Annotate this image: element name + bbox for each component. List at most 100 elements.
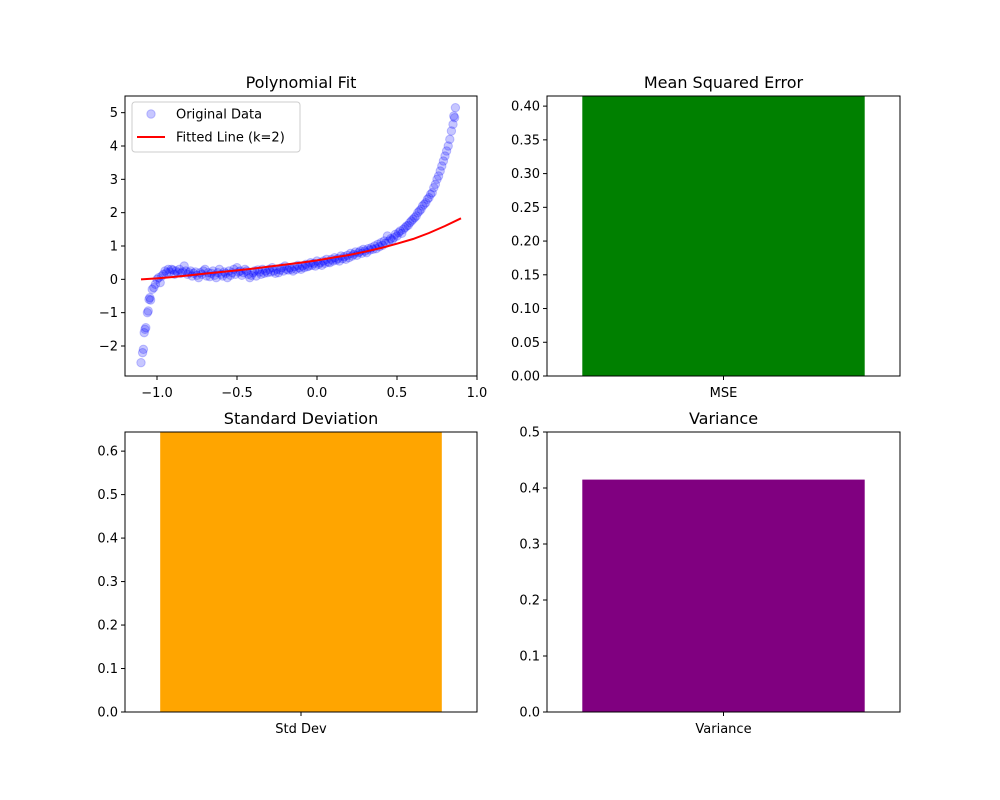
y-tick-label: −1: [99, 306, 118, 321]
data-point: [392, 231, 402, 241]
data-point: [222, 272, 233, 283]
data-point: [382, 231, 393, 241]
std-dev-title: Standard Deviation: [224, 409, 378, 428]
data-point: [139, 327, 149, 338]
data-point: [138, 344, 149, 355]
y-tick-label: 0.6: [97, 445, 118, 460]
data-point: [171, 266, 181, 276]
data-point: [143, 306, 153, 316]
x-tick-label: 0.0: [307, 386, 328, 401]
data-point: [419, 199, 429, 210]
y-tick-label: 0.1: [519, 650, 540, 665]
y-tick-label: 0.2: [519, 594, 540, 609]
data-point: [417, 201, 428, 211]
y-tick-label: 0.5: [97, 488, 118, 503]
data-point: [422, 194, 433, 205]
poly-axes-frame: [124, 95, 478, 377]
data-point: [416, 204, 426, 215]
y-tick-label: 0: [110, 273, 118, 288]
data-point: [256, 269, 266, 280]
data-point: [424, 192, 434, 203]
data-point: [435, 166, 445, 176]
data-point: [259, 268, 269, 279]
data-point: [299, 262, 309, 273]
data-point: [140, 324, 150, 335]
data-point: [141, 322, 151, 333]
data-point: [168, 265, 178, 275]
x-tick-label: −0.5: [221, 386, 253, 401]
data-point: [166, 264, 177, 275]
data-point: [317, 260, 327, 271]
data-point: [425, 189, 436, 200]
std-dev-panel: Standard Deviation 0.0 0.1 0.2 0.3 0.4 0.5 0.6…: [97, 409, 478, 737]
data-point: [450, 102, 461, 113]
data-point: [265, 267, 276, 277]
data-point: [136, 357, 146, 368]
data-point: [160, 266, 170, 276]
y-tick-label: 0.40: [511, 100, 540, 115]
y-tick-label: 0.20: [511, 235, 540, 250]
data-point: [438, 156, 449, 166]
y-tick-label: 0.3: [519, 538, 540, 553]
y-tick-label: 1: [110, 240, 118, 255]
y-tick-label: 0.0: [97, 706, 118, 721]
data-point: [395, 226, 405, 236]
data-point: [145, 292, 155, 303]
variance-bar: [582, 479, 865, 712]
data-point: [270, 268, 281, 279]
data-point: [409, 212, 420, 223]
data-point: [145, 295, 156, 305]
data-point: [179, 261, 189, 271]
x-tick-label: Variance: [695, 722, 751, 737]
data-point: [389, 232, 399, 243]
data-point: [397, 228, 407, 239]
data-point: [296, 264, 306, 275]
y-tick-label: 0.3: [97, 575, 118, 590]
y-tick-label: 2: [110, 206, 118, 221]
data-point: [411, 211, 421, 221]
std-dev-bar: [160, 432, 442, 712]
data-point: [237, 270, 247, 281]
data-point: [398, 224, 409, 235]
data-point: [278, 266, 289, 276]
data-point: [246, 270, 257, 281]
data-point: [441, 146, 452, 156]
data-point: [413, 207, 423, 218]
data-point: [408, 214, 418, 225]
y-tick-label: 3: [110, 173, 118, 188]
data-point: [449, 111, 459, 121]
data-point: [440, 151, 450, 161]
data-point: [262, 267, 273, 278]
y-tick-label: −2: [99, 340, 118, 355]
y-tick-label: 0.30: [511, 167, 540, 182]
data-point: [445, 134, 455, 145]
data-point: [150, 279, 161, 290]
data-point: [401, 221, 412, 231]
data-point: [443, 141, 453, 151]
y-tick-label: 0.05: [511, 336, 540, 351]
y-tick-label: 0.00: [511, 370, 540, 385]
data-point: [144, 294, 154, 305]
y-tick-label: 0.10: [511, 302, 540, 317]
data-point: [174, 264, 185, 275]
data-point: [446, 126, 457, 136]
data-point: [429, 182, 439, 193]
data-point: [251, 271, 261, 281]
fitted-line: [140, 217, 462, 281]
legend-marker-original-data: [146, 109, 156, 119]
data-point: [137, 347, 148, 358]
y-tick-label: 5: [110, 106, 118, 121]
data-point: [165, 267, 175, 277]
y-tick-label: 0.35: [511, 133, 540, 148]
data-point: [437, 161, 447, 171]
data-point: [421, 197, 431, 208]
variance-panel: Variance 0.0 0.1 0.2 0.3 0.4 0.5 Variance: [519, 409, 901, 737]
polynomial-fit-panel: Polynomial Fit −2 −1 0 1 2 3 4 5 −1.0 −0.5 0.0 0.5 1…: [99, 73, 488, 401]
data-point: [390, 229, 401, 240]
data-point: [433, 171, 444, 181]
x-tick-label: −1.0: [141, 386, 173, 401]
legend-label-original-data: Original Data: [176, 108, 262, 123]
data-point: [288, 266, 298, 276]
y-tick-label: 4: [110, 140, 118, 155]
